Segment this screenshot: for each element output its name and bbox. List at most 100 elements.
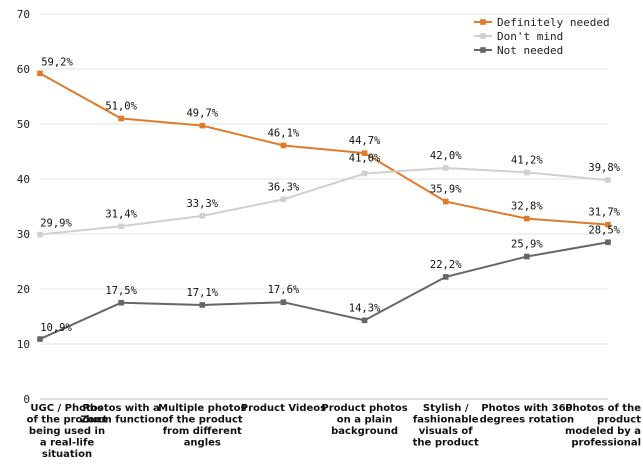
data-point-2-3 [280, 299, 287, 305]
data-point-0-5 [442, 198, 449, 205]
x-category-line: Multiple photos [158, 403, 246, 414]
data-point-2-5 [442, 274, 449, 280]
x-category-line: Photos of the [565, 403, 641, 414]
data-point-2-4 [361, 317, 368, 324]
data-label-0-5: 35,9% [430, 184, 462, 196]
x-category-line: a real-life [40, 438, 94, 449]
data-point-1-2 [199, 213, 206, 219]
legend-swatch-marker-2 [480, 47, 486, 53]
x-category-line: Zoom function [80, 415, 162, 426]
data-point-1-1 [118, 223, 124, 230]
x-category-line: product [597, 415, 641, 426]
data-label-0-0: 59,2% [41, 56, 73, 68]
data-point-2-7 [605, 239, 611, 246]
x-category-line: degrees rotation [480, 415, 575, 426]
data-label-0-4: 44,7% [349, 135, 381, 147]
data-label-1-1: 31,4% [105, 208, 137, 220]
data-label-0-3: 46,1% [268, 127, 300, 139]
y-tick-label: 20 [17, 283, 30, 296]
x-category-line: angles [184, 438, 221, 449]
x-category-line: from different [163, 426, 242, 437]
y-tick-label: 40 [17, 173, 30, 186]
x-category-label: Photos of the product modeled by a professi… [565, 403, 641, 449]
data-label-2-7: 28,5% [588, 224, 620, 236]
data-point-2-1 [118, 299, 124, 306]
data-point-1-4 [361, 170, 368, 177]
data-point-0-0 [37, 70, 43, 77]
x-category-line: UGC / Photos [30, 403, 103, 414]
x-category-label: Photos with 360 degrees rotation [480, 403, 575, 426]
x-category-line: professional [571, 438, 641, 449]
data-label-1-7: 39,8% [588, 162, 620, 174]
legend-swatch-marker-1 [480, 33, 486, 39]
data-label-1-6: 41,2% [511, 154, 543, 166]
x-axis-categories: UGC / Photos of the product being used in a… [27, 403, 642, 460]
data-point-2-2 [199, 302, 206, 308]
y-axis-ticks: 0 10 20 30 40 50 60 70 [17, 8, 30, 406]
gridlines [40, 13, 608, 400]
data-label-0-6: 32,8% [511, 201, 543, 213]
data-point-2-6 [524, 253, 530, 260]
x-category-line: Stylish / [423, 403, 469, 414]
series-line-1 [39, 166, 609, 236]
data-point-0-7 [605, 221, 611, 228]
series-line-2 [39, 241, 609, 340]
x-category-line: modeled by a [565, 426, 641, 437]
x-category-line: Photos with 360 [481, 403, 572, 414]
data-label-2-2: 17,1% [186, 287, 218, 299]
data-point-0-3 [280, 142, 287, 149]
y-tick-label: 30 [17, 228, 30, 241]
x-category-label: Multiple photos of the product from differ… [158, 403, 246, 449]
data-point-2-0 [37, 336, 43, 342]
x-category-label: Product Videos [241, 403, 326, 414]
legend-swatch-marker-0 [480, 19, 486, 25]
y-tick-label: 60 [17, 63, 30, 76]
x-category-line: Photos with a [83, 403, 160, 414]
data-label-2-1: 17,5% [105, 285, 137, 297]
x-category-line: of the product [27, 415, 108, 426]
x-category-line: being used in [29, 426, 105, 437]
data-point-0-4 [361, 150, 368, 156]
data-point-0-2 [199, 122, 206, 129]
legend-label-2: Not needed [497, 44, 563, 57]
data-label-1-2: 33,3% [186, 198, 218, 210]
data-point-1-0 [37, 231, 43, 238]
data-label-2-5: 22,2% [430, 259, 462, 271]
data-labels: 59,2% 51,0% 49,7% 46,1% 44,7% 35,9% 32,8% 31,7%… [40, 56, 620, 334]
x-category-line: situation [42, 449, 92, 460]
data-point-1-5 [442, 165, 449, 171]
x-category-line: Product photos [321, 403, 407, 414]
series-line-0 [39, 72, 609, 226]
x-category-line: on a plain [337, 415, 393, 426]
y-tick-label: 50 [17, 118, 30, 131]
data-label-0-1: 51,0% [105, 101, 137, 113]
x-category-line: of the product [162, 415, 243, 426]
series-lines [37, 70, 611, 342]
data-label-1-4: 41,0% [349, 153, 381, 165]
x-category-line: background [331, 426, 398, 437]
data-point-0-1 [118, 115, 124, 122]
x-category-label: Product photos on a plain background [321, 403, 407, 437]
x-category-label: Stylish / fashionable visuals of the produc… [413, 403, 479, 449]
y-tick-label: 0 [23, 393, 30, 406]
x-category-label: Photos with a Zoom function [80, 403, 162, 426]
data-point-1-7 [605, 177, 611, 183]
data-label-2-0: 10,9% [40, 322, 72, 334]
data-label-2-6: 25,9% [511, 239, 543, 251]
data-label-1-5: 42,0% [430, 150, 462, 162]
data-point-0-6 [524, 215, 530, 222]
data-label-0-2: 49,7% [186, 108, 218, 120]
y-tick-label: 10 [17, 338, 30, 351]
data-label-1-3: 36,3% [268, 181, 300, 193]
data-label-2-4: 14,3% [349, 302, 381, 314]
data-point-1-3 [280, 196, 287, 203]
x-category-line: fashionable [413, 415, 479, 426]
legend-label-1: Don't mind [497, 30, 563, 43]
data-point-1-6 [524, 169, 530, 176]
x-category-label: UGC / Photos of the product being used in a… [27, 403, 108, 460]
x-category-line: Product Videos [241, 403, 326, 414]
legend-label-0: Definitely needed [497, 16, 610, 29]
data-label-2-3: 17,6% [268, 284, 300, 296]
